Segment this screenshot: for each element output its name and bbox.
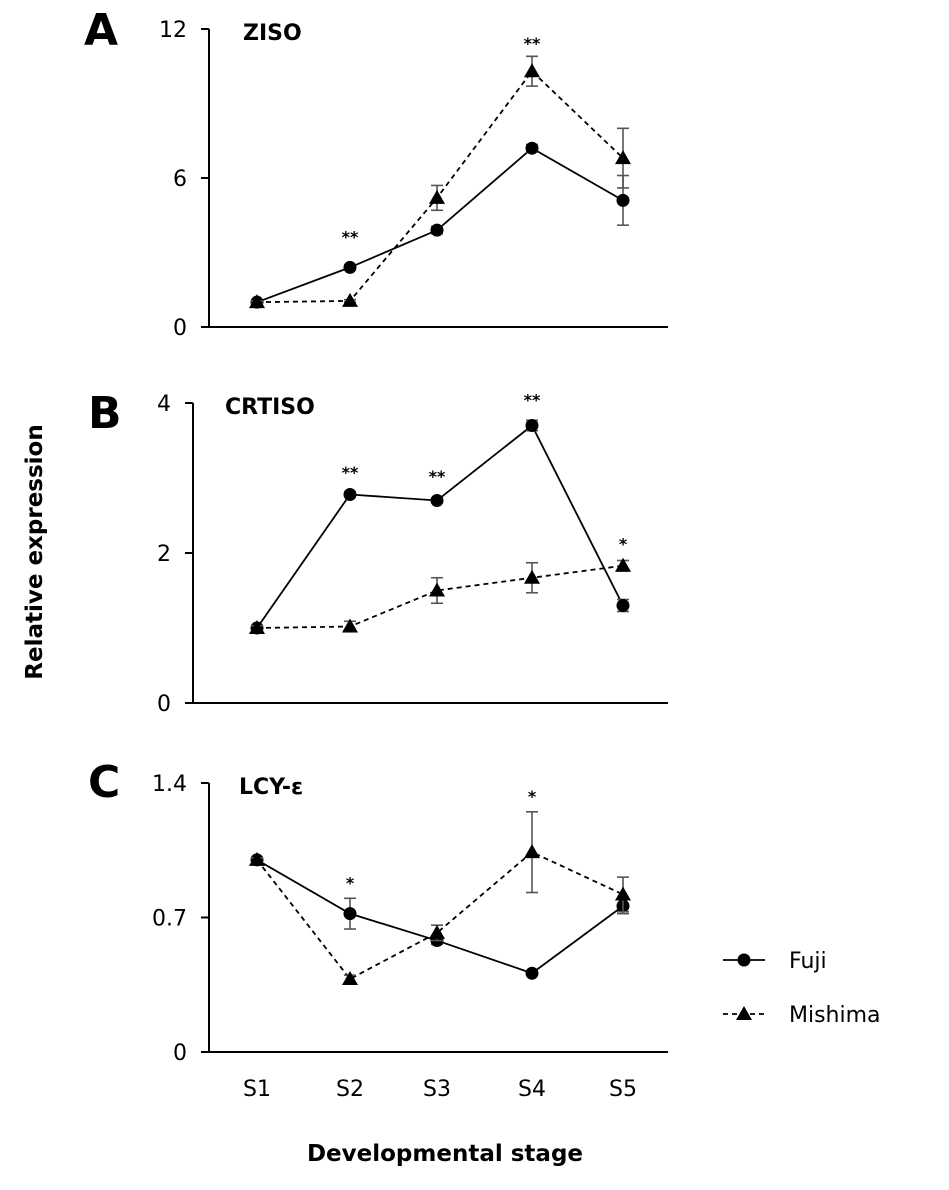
data-point-mishima (615, 886, 631, 901)
data-point-fuji (343, 260, 357, 274)
series-line-fuji (256, 424, 624, 629)
significance-label: ** (429, 467, 446, 486)
data-point-mishima (342, 292, 358, 307)
data-point-mishima (249, 620, 265, 634)
data-point-mishima (524, 844, 540, 859)
x-tick-label: S3 (423, 1077, 451, 1102)
data-point-fuji (430, 223, 444, 237)
series-line-mishima (256, 851, 624, 981)
significance-label: ** (524, 390, 541, 409)
data-point-mishima (524, 63, 540, 78)
significance-label: * (346, 874, 355, 893)
legend-marker (737, 953, 751, 967)
x-tick-label: S4 (518, 1077, 546, 1102)
data-point-fuji (616, 599, 630, 612)
data-point-fuji (525, 141, 539, 155)
significance-label: ** (524, 34, 541, 53)
significance-label: ** (342, 228, 359, 247)
panel-title: CRTISO (225, 395, 315, 420)
series-line-mishima (256, 564, 624, 629)
data-point-fuji (343, 907, 357, 921)
data-point-mishima (249, 851, 265, 866)
data-point-fuji (525, 419, 539, 432)
panel-title: LCY-ε (239, 775, 303, 800)
y-tick-label: 6 (173, 167, 187, 192)
y-tick-label: 0.7 (152, 907, 187, 932)
y-tick-label: 12 (159, 18, 187, 43)
x-tick-label: S5 (609, 1077, 637, 1102)
data-point-fuji (343, 488, 357, 501)
panel-a: A ZISO 0 6 12 ** ** (84, 5, 668, 341)
panel-letter: B (88, 388, 122, 439)
panel-c: C LCY-ε 0 0.7 1.4 S1 S2 S3 S4 S5 * * (88, 757, 668, 1102)
y-tick-label: 2 (157, 542, 171, 567)
significance-label: * (619, 534, 628, 553)
data-point-mishima (429, 189, 445, 204)
x-tick-label: S2 (336, 1077, 364, 1102)
panel-title: ZISO (243, 21, 302, 46)
panel-letter: C (88, 757, 120, 808)
legend-marker (736, 1006, 752, 1020)
significance-label: ** (342, 463, 359, 482)
legend-item-fuji: Fuji (723, 949, 827, 974)
data-point-mishima (524, 569, 540, 584)
y-axis-title: Relative expression (22, 424, 48, 679)
significance-label: * (528, 787, 537, 806)
data-point-mishima (342, 618, 358, 633)
data-point-mishima (615, 557, 631, 572)
data-point-mishima (429, 924, 445, 939)
x-tick-label: S1 (243, 1077, 271, 1102)
legend: Fuji Mishima (723, 949, 881, 1028)
data-point-mishima (615, 150, 631, 165)
series-line-mishima (256, 69, 624, 304)
legend-label: Fuji (789, 949, 827, 974)
data-point-mishima (429, 582, 445, 597)
series-line-fuji (256, 859, 624, 975)
y-tick-label: 1.4 (152, 772, 187, 797)
data-point-fuji (525, 966, 539, 980)
panel-letter: A (84, 5, 118, 56)
data-point-fuji (430, 494, 444, 507)
y-tick-label: 4 (157, 392, 171, 417)
legend-label: Mishima (789, 1003, 881, 1028)
y-tick-label: 0 (173, 1041, 187, 1066)
y-tick-label: 0 (173, 316, 187, 341)
data-point-mishima (342, 970, 358, 985)
data-point-fuji (616, 193, 630, 207)
data-point-mishima (249, 294, 265, 309)
legend-item-mishima: Mishima (723, 1003, 881, 1028)
x-axis-title: Developmental stage (307, 1141, 583, 1167)
y-tick-label: 0 (157, 692, 171, 717)
